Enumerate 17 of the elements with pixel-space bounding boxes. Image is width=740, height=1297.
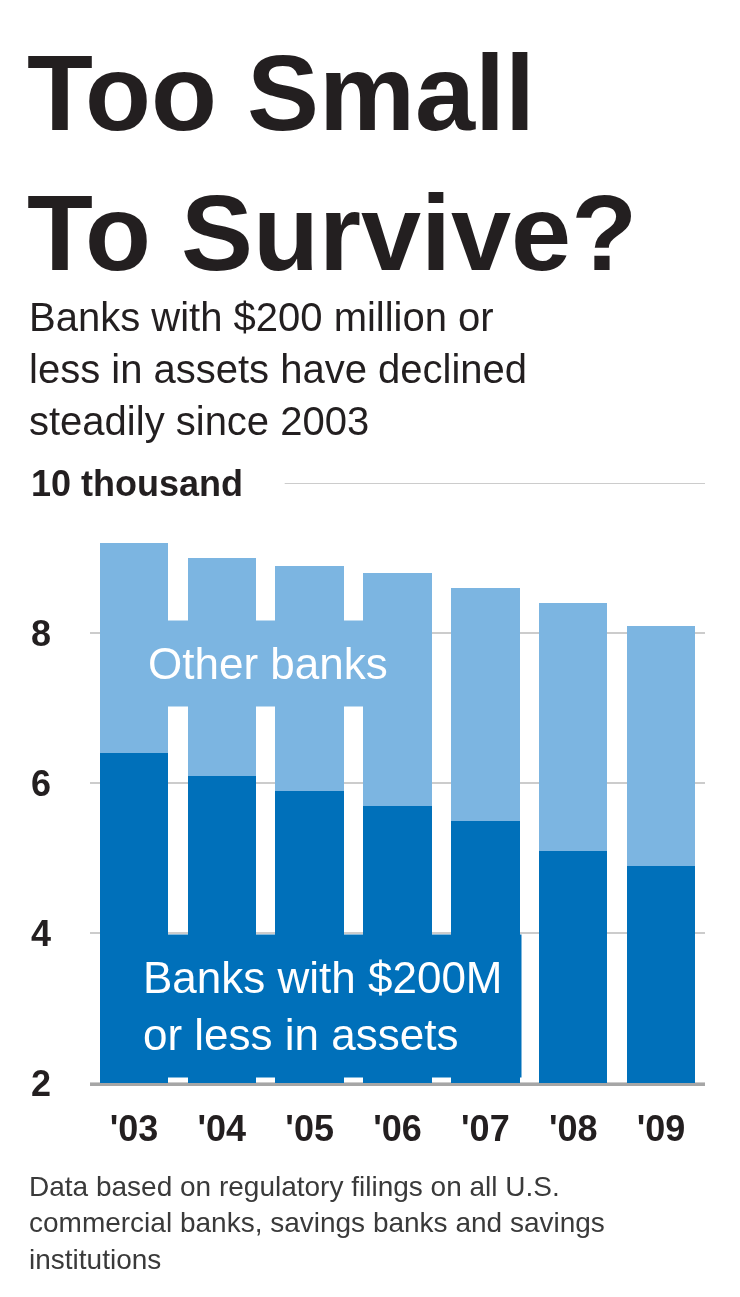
x-tick-label: '05 <box>285 1108 334 1150</box>
x-tick-label: '07 <box>461 1108 510 1150</box>
y-tick-label: 6 <box>31 762 52 804</box>
series-label: Other banks <box>148 639 388 688</box>
series-label: Banks with $200M or less in assets <box>143 953 503 1060</box>
x-tick-label: '04 <box>197 1108 247 1150</box>
x-tick-label: '08 <box>548 1108 598 1150</box>
x-tick-label: '09 <box>636 1108 686 1150</box>
x-tick-label: '03 <box>109 1108 159 1150</box>
text: Data based on regulatory filings on all U.S. commercial banks, savings banks and savings institutions <box>29 1171 605 1275</box>
y-tick-label: 10 thousand <box>31 462 244 504</box>
x-tick-label: '06 <box>373 1108 422 1150</box>
y-tick-label: 8 <box>31 612 52 654</box>
chart-title: Too Small To Survive? <box>27 31 638 293</box>
y-tick-label: 2 <box>31 1062 52 1104</box>
y-tick-label: 4 <box>31 912 52 954</box>
chart-subtitle: Banks with $200 million or less in assets have declined steadily since 2003 <box>29 295 528 443</box>
